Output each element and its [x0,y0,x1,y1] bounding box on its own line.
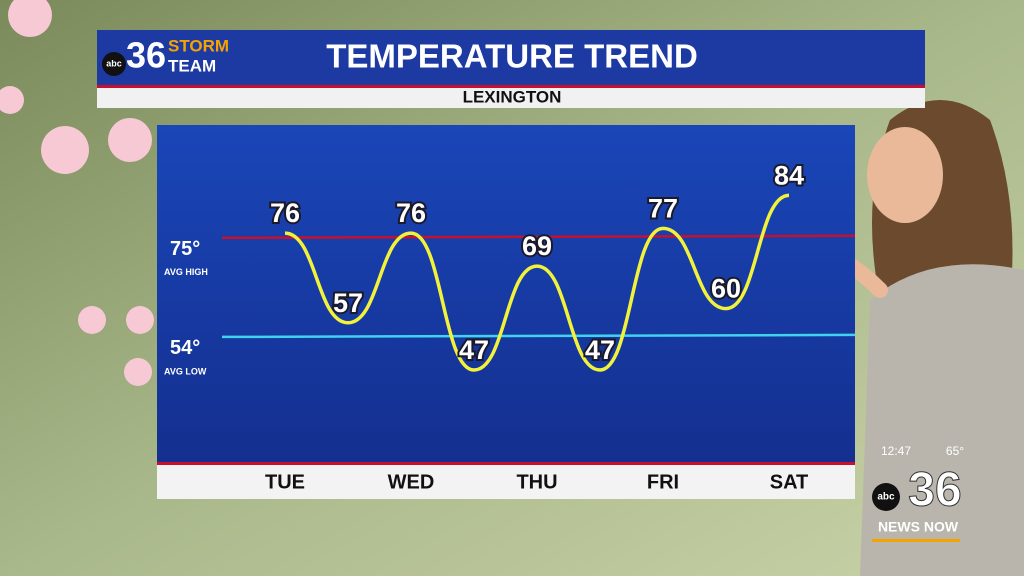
reference-line [221,234,856,240]
plot-area [157,125,855,463]
value-label: 76 [396,198,426,228]
reference-line [221,333,856,339]
reference-label: 75° [170,238,200,260]
x-tick-label: FRI [647,471,679,493]
logo-circle [102,52,126,76]
reference-label: 54° [170,337,200,359]
chart-title: TEMPERATURE TREND [326,38,698,75]
logo-station: 36 [126,35,166,76]
logo-network: abc [106,58,122,68]
station-bug: 12:47 65° abc 36 NEWS NOW [872,444,964,542]
value-label: 47 [459,335,489,365]
value-label: 47 [585,335,615,365]
value-label: 69 [522,231,552,261]
x-tick-label: SAT [770,471,809,493]
chart-subtitle: LEXINGTON [463,87,562,106]
x-tick-label: WED [388,471,435,493]
bug-circle [872,483,900,511]
value-label: 84 [774,160,804,190]
x-tick-label: THU [516,471,557,493]
reference-name: AVG LOW [164,366,207,376]
bug-rule [872,539,960,542]
logo-team-2: TEAM [168,56,216,75]
bug-station: 36 [908,464,961,517]
temperature-line [284,193,790,372]
x-axis-strip [157,463,855,499]
title-bar [97,30,925,85]
value-label: 57 [333,288,363,318]
bug-temp: 65° [946,444,964,458]
bug-time: 12:47 [881,444,911,458]
value-label: 76 [270,198,300,228]
bug-network: abc [877,492,895,503]
logo-team-1: STORM [168,36,229,55]
title-rule [97,85,925,88]
blossoms [0,0,154,386]
reference-name: AVG HIGH [164,267,208,277]
value-label: 60 [711,274,741,304]
x-axis-rule [157,462,855,465]
bug-tagline: NEWS NOW [878,519,959,535]
x-tick-label: TUE [265,471,305,493]
value-label: 77 [648,193,678,223]
